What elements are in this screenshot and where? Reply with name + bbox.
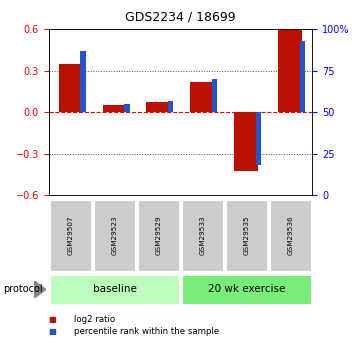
Text: GSM29523: GSM29523: [112, 216, 118, 255]
Bar: [234, 112, 258, 171]
Text: ■: ■: [49, 327, 57, 336]
Text: GSM29535: GSM29535: [243, 216, 249, 255]
Bar: [58, 64, 83, 112]
Text: GSM29529: GSM29529: [156, 216, 161, 255]
Bar: [103, 105, 127, 112]
Bar: [190, 82, 214, 112]
Bar: [278, 29, 303, 112]
Bar: [300, 41, 305, 112]
Text: ■: ■: [49, 315, 57, 324]
Text: GSM29533: GSM29533: [200, 216, 205, 255]
Text: GDS2234 / 18699: GDS2234 / 18699: [125, 10, 236, 23]
Text: GSM29507: GSM29507: [68, 216, 74, 255]
Text: log2 ratio: log2 ratio: [74, 315, 115, 324]
Bar: [81, 51, 86, 112]
Bar: [147, 102, 171, 112]
Bar: [256, 112, 261, 165]
Text: baseline: baseline: [93, 285, 136, 294]
Bar: [168, 100, 174, 112]
Polygon shape: [34, 281, 46, 298]
Text: percentile rank within the sample: percentile rank within the sample: [74, 327, 219, 336]
Bar: [124, 104, 130, 112]
Text: GSM29536: GSM29536: [287, 216, 293, 255]
Text: 20 wk exercise: 20 wk exercise: [208, 285, 285, 294]
Text: protocol: protocol: [4, 285, 43, 294]
Bar: [212, 79, 217, 112]
